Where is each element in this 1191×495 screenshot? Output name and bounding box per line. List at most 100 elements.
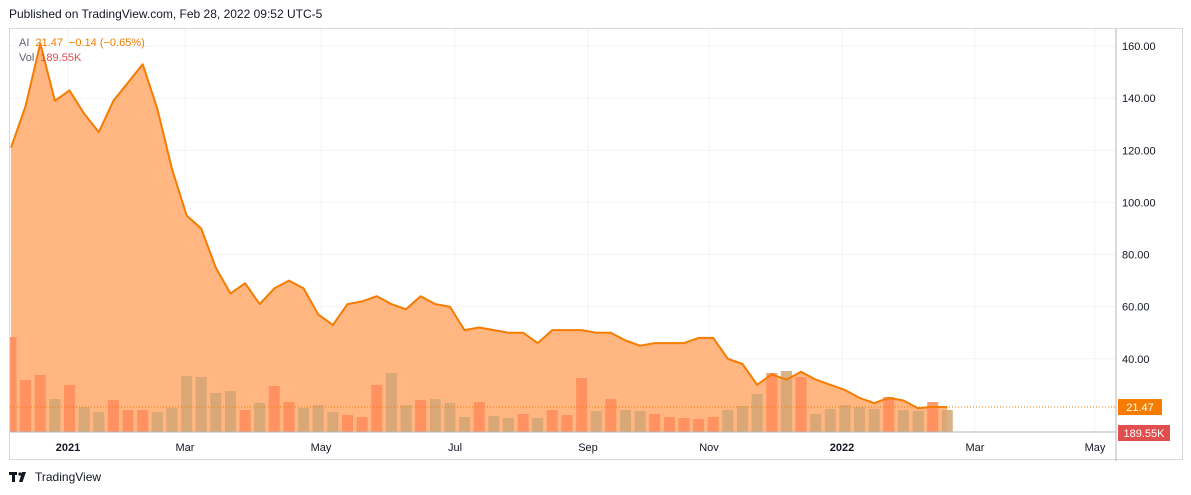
volume-bar — [824, 409, 836, 432]
volume-bar — [517, 414, 529, 432]
volume-bar — [795, 377, 807, 432]
volume-bar — [166, 408, 178, 432]
volume-bar — [415, 400, 427, 432]
volume-bars — [10, 337, 953, 432]
volume-bar — [590, 411, 602, 432]
tradingview-logo-icon — [9, 472, 26, 482]
published-caption: Published on TradingView.com, Feb 28, 20… — [9, 7, 323, 21]
price-chart[interactable]: 40.00 60.00 80.00 100.00 120.00 140.00 160.00 2… — [10, 29, 1184, 461]
x-tick-label: Mar — [176, 442, 195, 454]
last-price-badge: 21.47 — [1118, 399, 1162, 416]
volume-bar — [225, 391, 236, 432]
volume-bar — [20, 380, 32, 432]
volume-bar — [532, 418, 544, 432]
last-volume-badge-text: 189.55K — [1124, 428, 1166, 440]
volume-bar — [400, 405, 412, 432]
volume-bar — [854, 407, 865, 432]
legend-vol-label: Vol — [19, 52, 35, 64]
y-axis-labels: 40.00 60.00 80.00 100.00 120.00 140.00 160.00 — [1122, 41, 1156, 366]
legend-price: 21.47 — [35, 37, 63, 49]
x-tick-label: 2022 — [830, 442, 854, 454]
volume-bar — [10, 337, 17, 432]
y-tick-label: 80.00 — [1122, 250, 1150, 262]
y-tick-label: 40.00 — [1122, 354, 1150, 366]
x-tick-label: 2021 — [56, 442, 80, 454]
legend-vol-value: 189.55K — [40, 52, 82, 64]
legend-price-row: AI 21.47 −0.14 (−0.65%) — [19, 36, 145, 51]
last-volume-badge: 189.55K — [1118, 425, 1170, 441]
volume-bar — [649, 414, 661, 432]
volume-bar — [488, 416, 500, 432]
volume-bar — [239, 410, 251, 432]
volume-bar — [941, 410, 953, 432]
last-price-badge-text: 21.47 — [1126, 402, 1154, 414]
volume-bar — [64, 385, 75, 432]
x-axis-labels: 2021 Mar May Jul Sep Nov 2022 Mar May — [56, 442, 1106, 454]
last-price-badge-bg — [1118, 399, 1162, 416]
x-tick-label: Sep — [578, 442, 598, 454]
volume-bar — [722, 410, 734, 432]
legend-change: −0.14 (−0.65%) — [68, 37, 145, 49]
volume-bar — [371, 385, 383, 432]
x-tick-label: Mar — [966, 442, 985, 454]
x-tick-label: May — [1085, 442, 1106, 454]
volume-bar — [49, 399, 61, 432]
volume-bar — [268, 386, 280, 432]
footer: TradingView — [9, 470, 101, 484]
volume-bar — [663, 417, 675, 432]
volume-bar — [298, 408, 310, 432]
volume-bar — [766, 373, 778, 432]
volume-bar — [93, 412, 105, 432]
volume-bar — [429, 399, 441, 432]
price-line — [10, 42, 948, 410]
volume-bar — [210, 393, 222, 432]
volume-bar — [327, 412, 339, 432]
y-tick-label: 140.00 — [1122, 93, 1156, 105]
volume-bar — [678, 418, 690, 432]
volume-bar — [546, 410, 558, 432]
volume-bar — [122, 410, 134, 432]
volume-bar — [254, 403, 266, 432]
volume-bar — [561, 415, 573, 432]
legend-symbol: AI — [19, 37, 30, 49]
volume-bar — [312, 405, 324, 432]
volume-bar — [737, 406, 748, 432]
volume-bar — [883, 397, 895, 432]
volume-bar — [137, 410, 149, 432]
y-tick-label: 100.00 — [1122, 197, 1156, 209]
chart-frame[interactable]: 40.00 60.00 80.00 100.00 120.00 140.00 160.00 2… — [9, 28, 1184, 461]
y-tick-label: 120.00 — [1122, 145, 1156, 157]
volume-bar — [868, 409, 880, 432]
volume-bar — [912, 411, 924, 432]
volume-bar — [576, 378, 588, 432]
volume-bar — [385, 373, 397, 432]
volume-bar — [151, 412, 163, 432]
volume-bar — [897, 410, 909, 432]
y-tick-label: 60.00 — [1122, 302, 1150, 314]
volume-bar — [693, 419, 705, 432]
footer-brand[interactable]: TradingView — [35, 470, 102, 484]
volume-bar — [780, 371, 792, 432]
volume-bar — [473, 402, 485, 432]
x-tick-label: Jul — [448, 442, 462, 454]
volume-bar — [751, 394, 763, 432]
volume-bar — [810, 414, 822, 432]
price-area — [11, 43, 948, 432]
volume-bar — [342, 415, 353, 432]
volume-bar — [195, 377, 207, 432]
legend-volume-row: Vol 189.55K — [19, 51, 145, 66]
volume-bar — [181, 376, 193, 432]
volume-bar — [444, 403, 456, 432]
volume-bar — [839, 405, 851, 432]
volume-bar — [634, 411, 646, 432]
volume-bar — [605, 399, 617, 432]
y-tick-label: 160.00 — [1122, 41, 1156, 53]
volume-bar — [356, 417, 368, 432]
volume-bar — [502, 418, 514, 432]
volume-bar — [927, 402, 939, 432]
volume-bar — [107, 400, 119, 432]
x-tick-label: Nov — [699, 442, 719, 454]
x-tick-label: May — [311, 442, 332, 454]
volume-bar — [283, 402, 295, 432]
volume-bar — [78, 407, 90, 432]
